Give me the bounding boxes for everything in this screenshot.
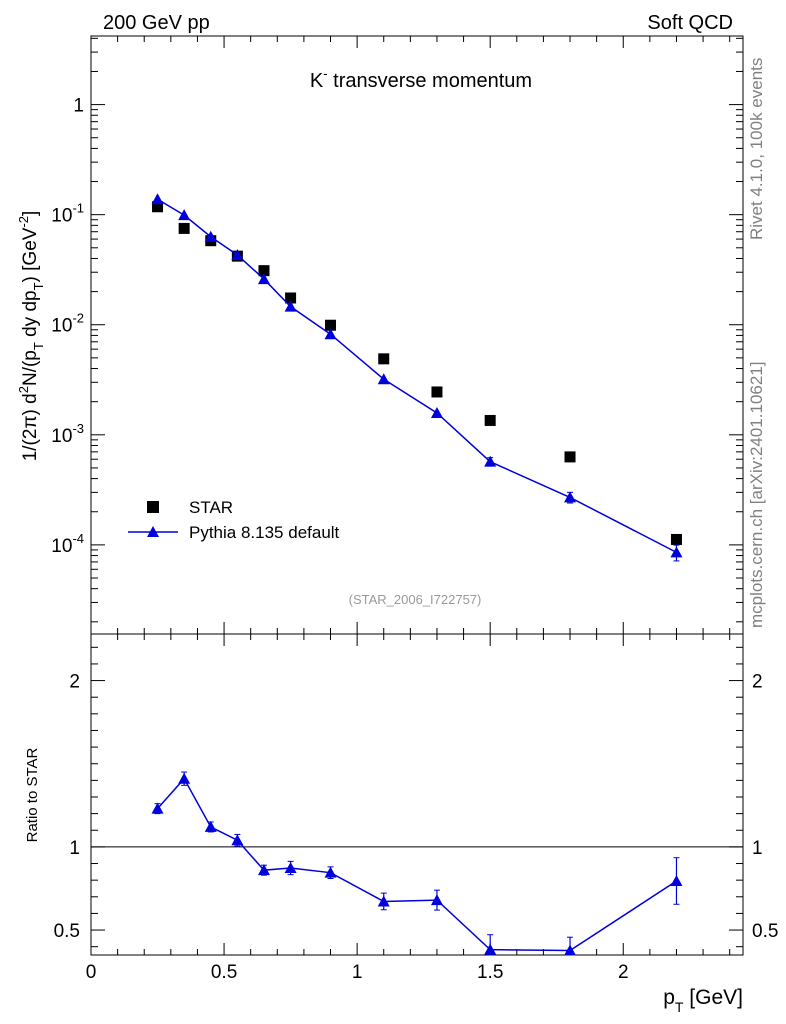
ratio-y-tick-label-left: 0.5 (54, 921, 80, 942)
ratio-y-tick-label-right: 2 (752, 672, 763, 693)
analysis-watermark: (STAR_2006_I722757) (349, 592, 482, 607)
x-tick-label: 1 (352, 962, 363, 983)
ratio-y-tick-label-left: 2 (69, 672, 80, 693)
main-y-tick-label: 10-3 (51, 421, 84, 447)
mc-point (284, 300, 297, 312)
ratio-y-tick-label-right: 0.5 (752, 921, 778, 942)
mc-ratio-point (377, 895, 390, 907)
main-frame (90, 35, 744, 635)
mc-ratio-point (324, 866, 337, 878)
mc-point (670, 546, 683, 558)
main-y-tick-label: 10-1 (51, 201, 84, 227)
main-y-tick-label: 10-2 (51, 311, 84, 337)
star-point (325, 319, 337, 331)
rivet-label: Rivet 4.1.0, 100k events (747, 58, 766, 240)
star-point (258, 265, 270, 277)
ratio-panel: 0.5 0.5 1 1 2 2 Ratio to STAR (24, 633, 779, 956)
legend: STAR Pythia 8.135 default (128, 498, 340, 542)
mc-point (564, 491, 577, 503)
x-tick-label: 0 (86, 962, 97, 983)
main-panel: 10-4 10-3 10-2 10-1 1 K- transverse momentum… (16, 35, 744, 635)
legend-star-marker (147, 501, 159, 513)
mc-point (204, 230, 217, 242)
main-y-axis-title: 1/(2π) d2N/(pT dy dpT) [GeV-2] (16, 211, 46, 462)
mc-ratio-point (204, 820, 217, 832)
mc-point (484, 455, 497, 467)
main-axis-ticks (90, 36, 743, 634)
mc-ratio-point (151, 802, 164, 814)
star-series (152, 201, 682, 545)
star-point (178, 222, 190, 234)
star-point (564, 451, 576, 463)
mc-ratio-point (564, 944, 577, 956)
x-tick-label: 0.5 (211, 962, 237, 983)
ratio-y-tick-labels: 0.5 0.5 1 1 2 2 (54, 672, 779, 942)
mc-ratio-series (151, 771, 683, 956)
mc-point (430, 406, 443, 418)
x-axis-title: pT [GeV] (663, 986, 743, 1015)
star-point (152, 201, 164, 213)
mcplots-label: mcplots.cern.ch [arXiv:2401.10621] (747, 362, 766, 628)
legend-mc-marker (147, 526, 159, 537)
ratio-y-tick-label-left: 1 (69, 838, 80, 859)
star-point (431, 386, 443, 398)
main-y-tick-label: 1 (73, 96, 84, 117)
mc-ratio-point (670, 874, 683, 886)
mc-ratio-point (257, 864, 270, 876)
x-tick-labels: 0 0.5 1 1.5 2 (86, 962, 629, 983)
mc-point (178, 209, 191, 221)
main-y-tick-labels: 10-4 10-3 10-2 10-1 1 (51, 96, 84, 557)
mc-series (151, 193, 683, 562)
main-y-tick-label: 10-4 (51, 531, 84, 557)
header-right: Soft QCD (647, 12, 733, 34)
mc-point (377, 373, 390, 385)
ratio-frame (90, 633, 744, 956)
mc-point (151, 193, 164, 205)
mc-point (324, 328, 337, 340)
x-tick-label: 1.5 (477, 962, 503, 983)
ratio-y-tick-label-right: 1 (752, 838, 763, 859)
mc-ratio-point (484, 943, 497, 955)
mc-line (157, 198, 677, 554)
x-tick-label: 2 (618, 962, 629, 983)
star-point (670, 533, 682, 545)
star-point (484, 414, 496, 426)
mc-ratio-point (430, 894, 443, 906)
ratio-y-axis-title: Ratio to STAR (24, 747, 41, 842)
mc-ratio-point (231, 834, 244, 846)
star-point (285, 292, 297, 304)
mc-ratio-point (178, 772, 191, 784)
legend-mc-label: Pythia 8.135 default (189, 523, 340, 542)
mc-ratio-point (284, 862, 297, 874)
star-point (378, 353, 390, 365)
ratio-axis-ticks (90, 634, 743, 955)
legend-star-label: STAR (189, 498, 233, 517)
mc-point (257, 273, 270, 285)
mc-ratio-line (156, 777, 677, 952)
mc-point (231, 249, 244, 261)
header-left: 200 GeV pp (103, 12, 210, 34)
chart-title: K- transverse momentum (310, 66, 532, 92)
